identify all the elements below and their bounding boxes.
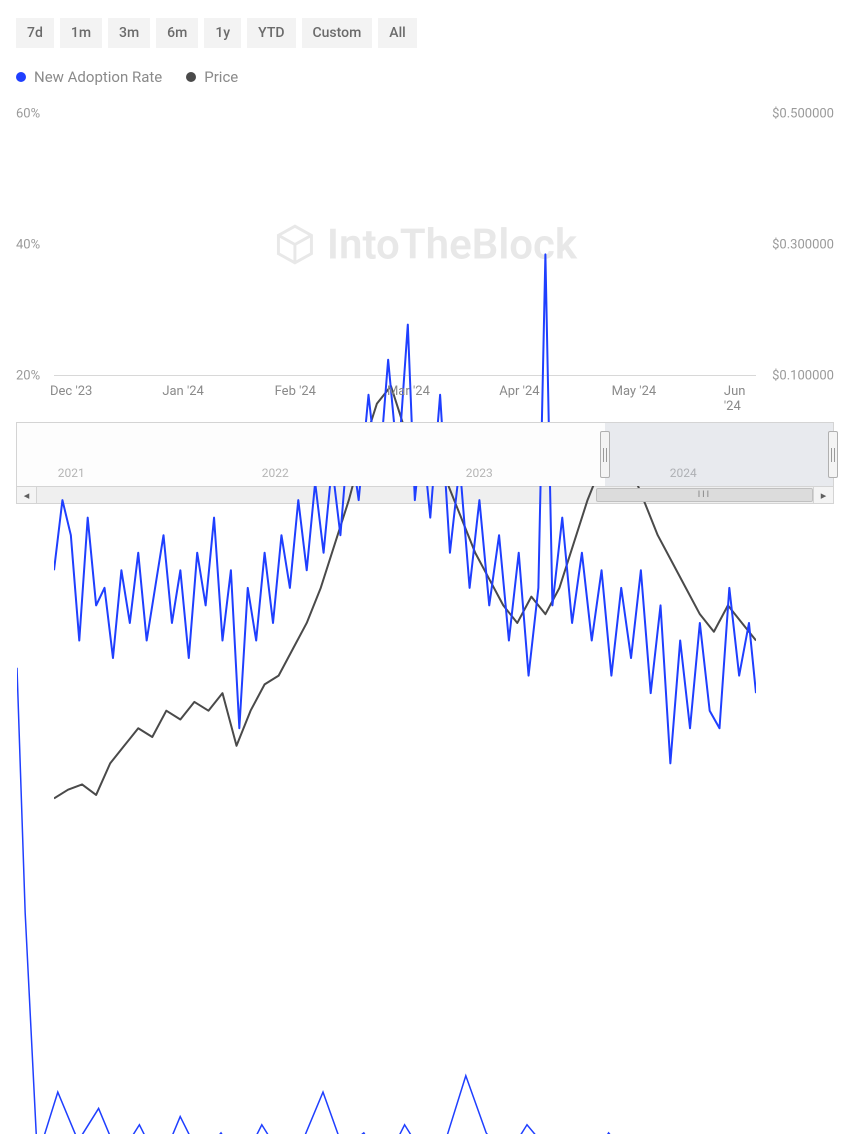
x-tick: Mar '24	[387, 384, 430, 399]
legend-label: New Adoption Rate	[34, 68, 162, 86]
legend-dot	[16, 72, 26, 82]
time-range-bar: 7d1m3m6m1yYTDCustomAll	[16, 18, 834, 48]
range-1m-button[interactable]: 1m	[60, 18, 102, 48]
x-tick: Jan '24	[162, 384, 204, 399]
legend-item-price[interactable]: Price	[186, 68, 238, 86]
navigator-plot[interactable]: 2021202220232024	[16, 422, 834, 486]
nav-year-label: 2023	[466, 466, 493, 480]
nav-year-label: 2022	[262, 466, 289, 480]
range-all-button[interactable]: All	[378, 18, 416, 48]
y-right-tick: $0.100000	[772, 369, 834, 384]
x-tick: Dec '23	[50, 384, 92, 399]
range-1y-button[interactable]: 1y	[204, 18, 241, 48]
legend-label: Price	[204, 68, 238, 86]
y-right-tick: $0.500000	[772, 107, 834, 122]
range-custom-button[interactable]: Custom	[302, 18, 373, 48]
navigator-line	[17, 423, 833, 1134]
range-handle-right[interactable]	[828, 431, 838, 478]
navigator-scrollbar: ◂ III ▸	[16, 486, 834, 504]
legend-item-new-adoption-rate[interactable]: New Adoption Rate	[16, 68, 162, 86]
legend: New Adoption Rate Price	[16, 68, 834, 86]
nav-year-label: 2021	[58, 466, 85, 480]
x-tick: Feb '24	[275, 384, 316, 399]
x-tick: Jun '24	[724, 384, 752, 414]
y-left-tick: 20%	[16, 369, 40, 384]
range-3m-button[interactable]: 3m	[108, 18, 150, 48]
x-axis: Dec '23Jan '24Feb '24Mar '24Apr '24May '…	[54, 384, 756, 404]
range-6m-button[interactable]: 6m	[156, 18, 198, 48]
range-handle-left[interactable]	[600, 431, 610, 478]
scroll-track[interactable]: III	[37, 487, 813, 503]
range-7d-button[interactable]: 7d	[16, 18, 54, 48]
navigator: 2021202220232024 ◂ III ▸	[16, 422, 834, 504]
selection-mask	[605, 423, 833, 486]
x-tick: Apr '24	[499, 384, 539, 399]
legend-dot	[186, 72, 196, 82]
y-left-tick: 60%	[16, 107, 40, 122]
scroll-thumb[interactable]: III	[596, 488, 813, 502]
y-right-tick: $0.300000	[772, 238, 834, 253]
y-left-tick: 40%	[16, 238, 40, 253]
x-tick: May '24	[612, 384, 657, 399]
range-ytd-button[interactable]: YTD	[247, 18, 295, 48]
y-axis-right: $0.100000$0.300000$0.500000	[756, 114, 834, 376]
main-chart: IntoTheBlock 20%40%60% $0.100000$0.30000…	[16, 114, 834, 404]
y-axis-left: 20%40%60%	[16, 114, 54, 376]
